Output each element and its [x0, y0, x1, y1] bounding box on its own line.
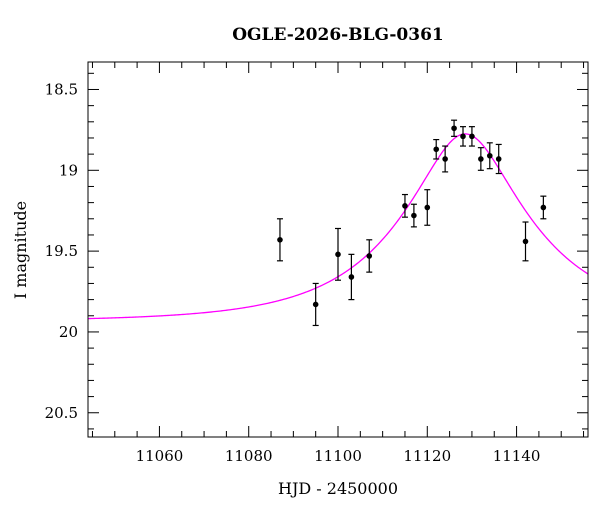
- data-point: [312, 301, 319, 308]
- data-point: [402, 203, 408, 209]
- y-tick-label: 20.5: [45, 404, 78, 422]
- y-tick-label: 18.5: [45, 80, 78, 98]
- model-curve: [87, 133, 589, 320]
- x-tick-label: 11100: [314, 447, 362, 465]
- x-tick-label: 11140: [493, 447, 541, 465]
- data-point: [460, 133, 466, 140]
- data-point: [424, 204, 431, 211]
- data-point: [348, 274, 355, 280]
- data-point: [540, 204, 547, 211]
- y-tick-label: 19.5: [45, 242, 78, 260]
- data-point: [469, 133, 475, 140]
- model-curve-group: [87, 133, 589, 320]
- data-point: [495, 156, 502, 162]
- data-point: [451, 125, 457, 132]
- data-point: [277, 237, 283, 243]
- y-tick-label: 19: [59, 161, 78, 179]
- axis-ticks: [88, 62, 588, 437]
- chart-title: OGLE-2026-BLG-0361: [232, 25, 444, 45]
- x-axis-label: HJD - 2450000: [278, 479, 398, 498]
- data-point: [433, 146, 440, 153]
- y-tick-label: 20: [59, 323, 78, 341]
- axis-tick-labels: 11060 11080 11100 11120 11140 18.5 19 19.5 20 20.…: [45, 80, 541, 465]
- data-point: [442, 156, 448, 162]
- data-point: [335, 251, 341, 258]
- plot-frame: [87, 61, 589, 438]
- x-tick-label: 11080: [225, 447, 273, 465]
- data-point: [411, 212, 417, 219]
- data-points: [276, 119, 547, 327]
- data-point: [478, 156, 484, 162]
- x-tick-label: 11060: [136, 447, 184, 465]
- y-axis-label: I magnitude: [11, 201, 30, 299]
- data-point: [522, 238, 529, 245]
- x-tick-label: 11120: [403, 447, 451, 465]
- data-point: [486, 152, 493, 159]
- data-point: [366, 253, 373, 259]
